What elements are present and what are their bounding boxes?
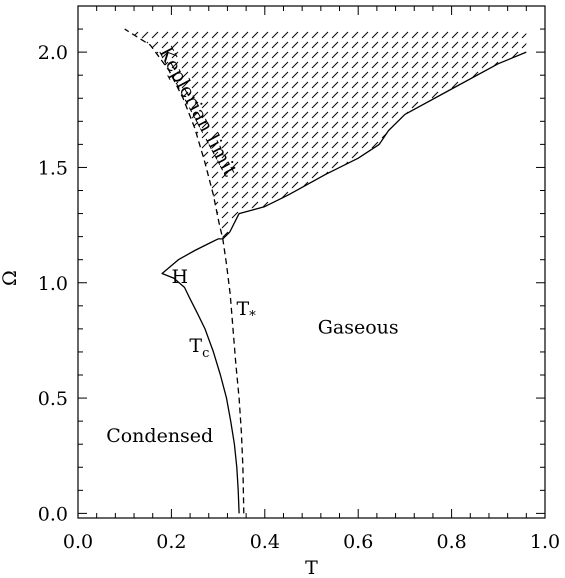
x-tick-label: 0.0 <box>63 531 93 553</box>
annotation-subscript: c <box>202 346 209 361</box>
annotation-h: H <box>172 266 189 288</box>
y-tick-label: 2.0 <box>38 42 68 64</box>
plot-frame <box>77 5 546 519</box>
annotation-t: Tc <box>189 335 209 361</box>
y-tick-label: 0.5 <box>38 388 68 410</box>
y-tick-label: 0.0 <box>38 503 68 525</box>
annotation-t: T* <box>237 298 257 324</box>
x-tick-label: 0.8 <box>436 531 466 553</box>
y-axis: 0.0 0.5 1.0 1.5 2.0 <box>38 28 545 525</box>
x-tick-label: 0.4 <box>250 531 280 553</box>
curves-group <box>124 28 527 514</box>
series-line-1 <box>229 51 527 233</box>
annotation-subscript: * <box>249 309 256 324</box>
annotation-gaseous: Gaseous <box>318 316 399 338</box>
y-axis-label: Ω <box>0 270 21 286</box>
series-line-0 <box>161 231 240 514</box>
x-axis-label: T <box>305 557 318 578</box>
x-axis: 0.0 0.2 0.4 0.6 0.8 1.0 <box>63 6 560 553</box>
y-tick-label: 1.0 <box>38 273 68 295</box>
x-tick-label: 0.2 <box>156 531 186 553</box>
y-tick-label: 1.5 <box>38 157 68 179</box>
annotation-condensed: Condensed <box>106 425 213 447</box>
x-tick-label: 0.6 <box>343 531 373 553</box>
x-tick-label: 1.0 <box>530 531 560 553</box>
series-line-2 <box>124 28 245 514</box>
hatched-region <box>124 29 527 239</box>
